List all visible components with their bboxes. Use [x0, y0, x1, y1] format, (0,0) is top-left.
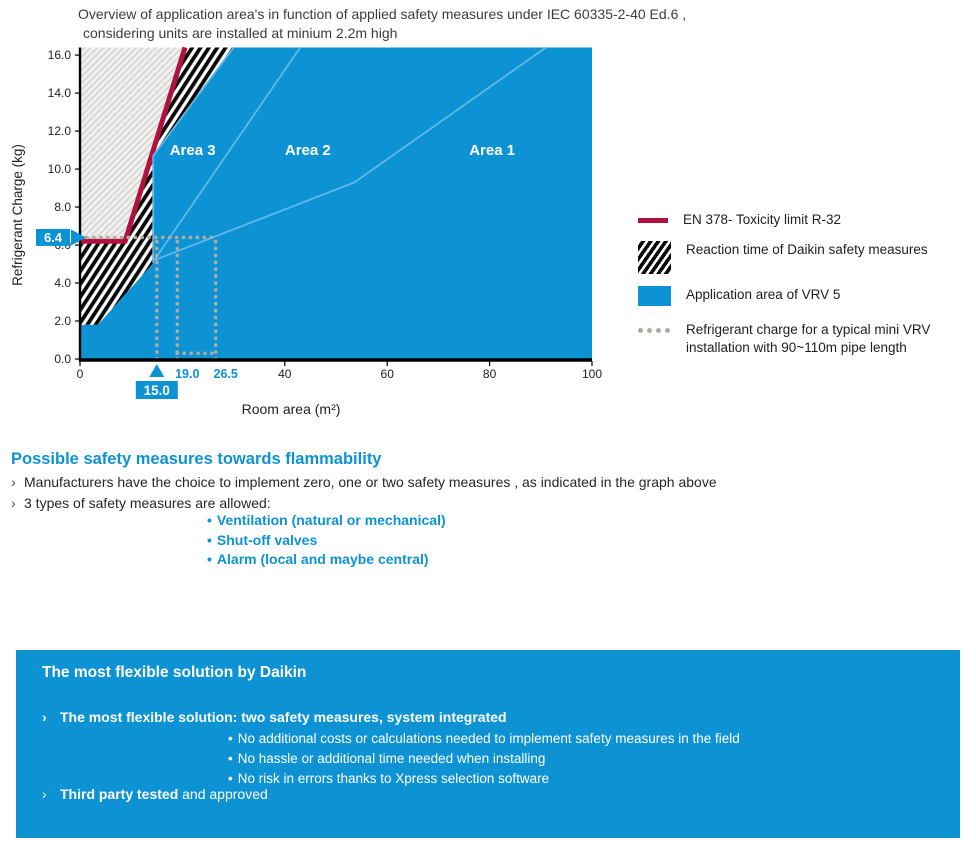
chevron-bullet-icon: ›: [42, 709, 47, 725]
chevron-bullet-icon: ›: [11, 494, 16, 511]
safety-section-heading: Possible safety measures towards flammab…: [11, 449, 382, 468]
box-bullet-text-bold: The most flexible solution: two safety m…: [60, 709, 507, 725]
bullet-row: › 3 types of safety measures are allowed…: [11, 493, 717, 514]
legend-item-toxicity: EN 378- Toxicity limit R-32: [638, 211, 948, 229]
box-bullet-row: › The most flexible solution: two safety…: [42, 709, 507, 725]
safety-measure-list: • Ventilation (natural or mechanical) • …: [207, 511, 446, 570]
svg-text:0.0: 0.0: [54, 352, 71, 366]
svg-text:14.0: 14.0: [48, 86, 72, 100]
chevron-bullet-icon: ›: [42, 786, 47, 802]
list-item-text: No additional costs or calculations need…: [237, 731, 740, 746]
legend-item-vrv5-area: Application area of VRV 5: [638, 285, 948, 306]
safety-bullet-list: › Manufacturers have the choice to imple…: [11, 472, 717, 513]
svg-text:19.0: 19.0: [175, 367, 199, 381]
svg-text:2.0: 2.0: [54, 314, 71, 328]
list-item: • Shut-off valves: [207, 531, 446, 551]
list-item-text: No hassle or additional time needed when…: [237, 751, 546, 766]
svg-text:26.5: 26.5: [214, 367, 238, 381]
figure-title: Overview of application area's in functi…: [78, 5, 758, 43]
chart-legend: EN 378- Toxicity limit R-32 Reaction tim…: [638, 211, 948, 356]
list-item: • No hassle or additional time needed wh…: [228, 749, 740, 769]
daikin-highlight-box: The most flexible solution by Daikin › T…: [16, 650, 960, 838]
svg-text:Room area (m²): Room area (m²): [242, 401, 341, 417]
bullet-text: 3 types of safety measures are allowed:: [24, 494, 271, 511]
regular-part: and approved: [178, 786, 268, 802]
svg-text:100: 100: [582, 367, 602, 381]
chevron-bullet-icon: ›: [11, 474, 16, 490]
legend-item-reaction-time: Reaction time of Daikin safety measures: [638, 240, 948, 274]
list-item: • Ventilation (natural or mechanical): [207, 511, 446, 531]
box-heading: The most flexible solution by Daikin: [42, 664, 307, 681]
legend-label: Reaction time of Daikin safety measures: [686, 241, 928, 257]
svg-text:15.0: 15.0: [144, 383, 170, 398]
svg-text:10.0: 10.0: [48, 162, 72, 176]
svg-text:8.0: 8.0: [54, 200, 71, 214]
dotted-line-swatch: [638, 327, 671, 333]
toxicity-line-swatch: [638, 218, 668, 223]
bold-part: Third party tested: [60, 786, 179, 802]
box-bullet-row: › Third party tested and approved: [42, 786, 268, 802]
bullet-row: › Manufacturers have the choice to imple…: [11, 472, 717, 493]
dot-bullet-icon: •: [207, 531, 212, 548]
svg-text:40: 40: [278, 367, 292, 381]
chart-svg: 0.02.04.06.08.010.012.014.016.0040608010…: [10, 46, 602, 417]
figure-title-line2: considering units are installed at miniu…: [83, 25, 398, 41]
legend-label: EN 378- Toxicity limit R-32: [683, 212, 842, 227]
list-item-text: Ventilation (natural or mechanical): [216, 512, 446, 528]
svg-text:60: 60: [381, 367, 395, 381]
box-bullet-text: Third party tested and approved: [60, 786, 268, 802]
svg-text:Area 3: Area 3: [170, 142, 216, 159]
legend-label: Application area of VRV 5: [686, 286, 841, 302]
dot-bullet-icon: •: [228, 731, 233, 746]
list-item-text: Alarm (local and maybe central): [216, 551, 429, 567]
svg-text:6.4: 6.4: [44, 230, 63, 245]
figure-title-line1: Overview of application area's in functi…: [78, 6, 687, 22]
svg-text:16.0: 16.0: [48, 48, 72, 62]
legend-label: Refrigerant charge for a typical mini VR…: [686, 321, 931, 355]
blue-area-swatch: [638, 285, 671, 306]
svg-text:Area 1: Area 1: [469, 142, 515, 159]
list-item-text: Shut-off valves: [216, 531, 318, 548]
box-sub-list: • No additional costs or calculations ne…: [228, 729, 740, 789]
bullet-text: Manufacturers have the choice to impleme…: [24, 474, 717, 490]
svg-text:0: 0: [77, 367, 84, 381]
list-item: • No risk in errors thanks to Xpress sel…: [228, 769, 740, 789]
dot-bullet-icon: •: [228, 751, 233, 766]
application-area-chart: 0.02.04.06.08.010.012.014.016.0040608010…: [8, 45, 628, 430]
dot-bullet-icon: •: [228, 771, 233, 786]
svg-text:80: 80: [483, 367, 497, 381]
svg-text:Refrigerant Charge (kg): Refrigerant Charge (kg): [10, 144, 25, 286]
dot-bullet-icon: •: [207, 551, 212, 567]
svg-text:Area 2: Area 2: [285, 142, 331, 159]
svg-text:4.0: 4.0: [54, 276, 71, 290]
list-item: • Alarm (local and maybe central): [207, 550, 446, 570]
dot-bullet-icon: •: [207, 512, 212, 528]
list-item-text: No risk in errors thanks to Xpress selec…: [237, 771, 550, 786]
list-item: • No additional costs or calculations ne…: [228, 729, 740, 749]
hatch-swatch: [638, 240, 671, 274]
legend-item-dotted-reference: Refrigerant charge for a typical mini VR…: [638, 321, 948, 357]
svg-text:12.0: 12.0: [48, 124, 72, 138]
